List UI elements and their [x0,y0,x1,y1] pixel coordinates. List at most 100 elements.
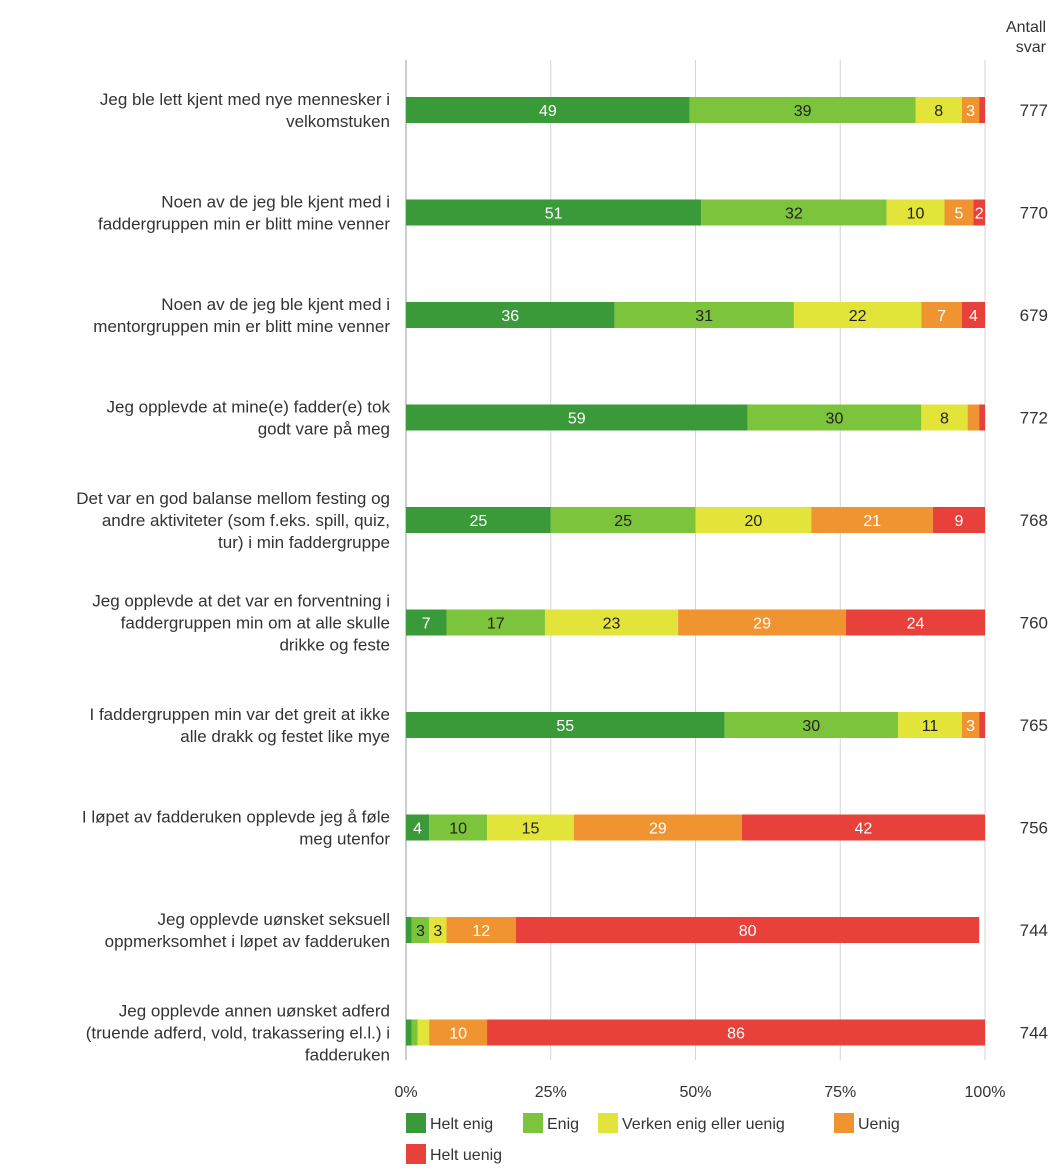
bar-segment [701,199,887,226]
bar-value-label: 29 [649,821,667,838]
bar-segment [406,1019,412,1046]
bar-segment [429,1019,488,1046]
bar-segment [747,404,922,431]
legend-swatch [523,1113,543,1133]
response-count: 744 [1020,1024,1048,1043]
bar-segment [921,302,962,328]
question-label: Det var en god balanse mellom festing og… [76,489,390,552]
bar-segment [544,609,679,636]
question-label: Noen av de jeg ble kjent med i mentorgrup… [93,295,390,336]
bar-segment [406,609,447,636]
question-label: Jeg ble lett kjent med nye mennesker i ve… [100,90,390,131]
bar-segment [846,609,985,636]
question-label: Jeg opplevde at det var en forventning i… [92,592,390,655]
bar-value-label: 42 [855,821,873,838]
bar-segment [979,97,985,123]
bar-segment [973,199,985,226]
count-header-text: svar [1016,39,1047,56]
bar-segment [915,97,962,123]
bar-value-label: 31 [695,308,713,325]
bar-value-label: 9 [954,513,963,530]
bar-value-label: 10 [449,821,467,838]
response-count: 777 [1020,101,1048,120]
bar-value-label: 30 [826,411,844,428]
bar-segment [921,404,968,431]
bar-value-label: 3 [966,718,975,735]
bar-row: 3 3 12 80 [406,917,980,943]
bar-value-label: 25 [614,513,632,530]
bar-segment [487,1019,985,1046]
response-count: 772 [1020,409,1048,428]
x-tick-label: 75% [824,1084,856,1101]
legend-swatch [406,1113,426,1133]
legend-item: Verken enig eller uenig [598,1113,785,1133]
legend-item: Enig [523,1113,579,1133]
question-label: Jeg opplevde annen uønsket adferd (truend… [86,1002,390,1065]
question-label: Jeg opplevde at mine(e) fadder(e) tok god… [107,398,391,439]
legend-item: Uenig [834,1113,900,1133]
bar-segment [961,302,985,328]
legend-swatch [598,1113,618,1133]
bar-segment [961,712,980,738]
bar-value-label: 39 [794,103,812,120]
count-header-text: Antall [1006,19,1046,36]
bar-value-label: 15 [522,821,540,838]
legend-label: Helt uenig [430,1147,502,1164]
bar-value-label: 7 [422,616,431,633]
bar-value-label: 10 [449,1026,467,1043]
bar-segment [793,302,922,328]
x-tick-label: 0% [394,1084,417,1101]
bar-segment [487,814,574,841]
response-count: 679 [1020,306,1048,325]
bar-value-label: 49 [539,103,557,120]
legend-label: Uenig [858,1116,900,1133]
bar-segment [406,404,748,431]
x-tick-label: 25% [535,1084,567,1101]
legend-item: Helt enig [406,1113,493,1133]
bar-value-label: 20 [745,513,763,530]
bar-value-label: 29 [753,616,771,633]
bar-row: 36 31 22 7 4 [406,302,985,328]
bar-value-label: 2 [975,206,984,223]
legend-label: Verken enig eller uenig [622,1116,785,1133]
bar-segment [417,1019,430,1046]
bar-segment [678,609,847,636]
bar-value-label: 55 [556,718,574,735]
bar-row: 10 86 [406,1019,985,1046]
bar-segment [886,199,945,226]
bar-value-label: 24 [907,616,925,633]
bar-value-label: 10 [907,206,925,223]
bar-value-label: 3 [416,923,425,940]
bar-segment [516,917,980,943]
count-header: Antall svar [1006,19,1047,56]
gridlines [405,60,986,1060]
legend: Helt enig Enig Verken enig eller uenig Ueni… [406,1113,900,1164]
bar-row: 25 25 20 21 9 [406,507,985,533]
bar-value-label: 36 [501,308,519,325]
bar-row: 4 10 15 29 42 [406,814,985,841]
legend-label: Helt enig [430,1116,493,1133]
bar-value-label: 86 [727,1026,745,1043]
bar-segment [689,97,916,123]
bar-segment [406,199,702,226]
bar-value-label: 8 [940,411,949,428]
response-count: 760 [1020,614,1048,633]
bar-value-label: 21 [863,513,881,530]
bars: 49 39 8 3 51 32 10 5 2 36 31 22 7 4 59 30 8 25 25 20 21 9 7 17 2… [406,97,985,1046]
bar-segment [695,507,812,533]
bar-value-label: 17 [487,616,505,633]
bar-segment [550,507,696,533]
bar-row: 51 32 10 5 2 [406,199,985,226]
bar-value-label: 3 [966,103,975,120]
bar-segment [979,712,985,738]
bar-segment [406,97,690,123]
bar-value-label: 7 [937,308,946,325]
bar-value-label: 23 [603,616,621,633]
response-count: 756 [1020,819,1048,838]
bar-value-label: 80 [739,923,757,940]
x-tick-label: 50% [679,1084,711,1101]
bar-segment [406,302,615,328]
bar-row: 59 30 8 [406,404,985,431]
bar-value-label: 5 [954,206,963,223]
